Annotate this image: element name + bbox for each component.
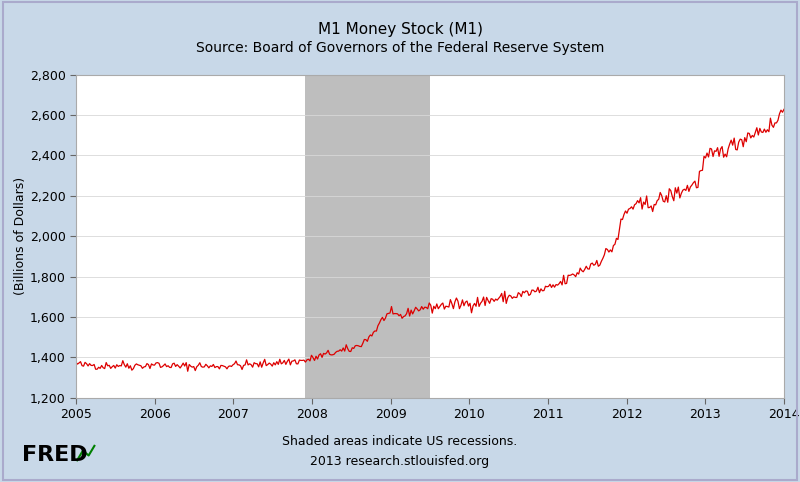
Text: Shaded areas indicate US recessions.: Shaded areas indicate US recessions. xyxy=(282,435,518,447)
Text: FRED: FRED xyxy=(22,445,88,466)
Y-axis label: (Billions of Dollars): (Billions of Dollars) xyxy=(14,177,27,295)
Text: Source: Board of Governors of the Federal Reserve System: Source: Board of Governors of the Federa… xyxy=(196,41,604,55)
Text: M1 Money Stock (M1): M1 Money Stock (M1) xyxy=(318,22,482,37)
Bar xyxy=(306,75,430,398)
Text: 2013 research.stlouisfed.org: 2013 research.stlouisfed.org xyxy=(310,455,490,468)
